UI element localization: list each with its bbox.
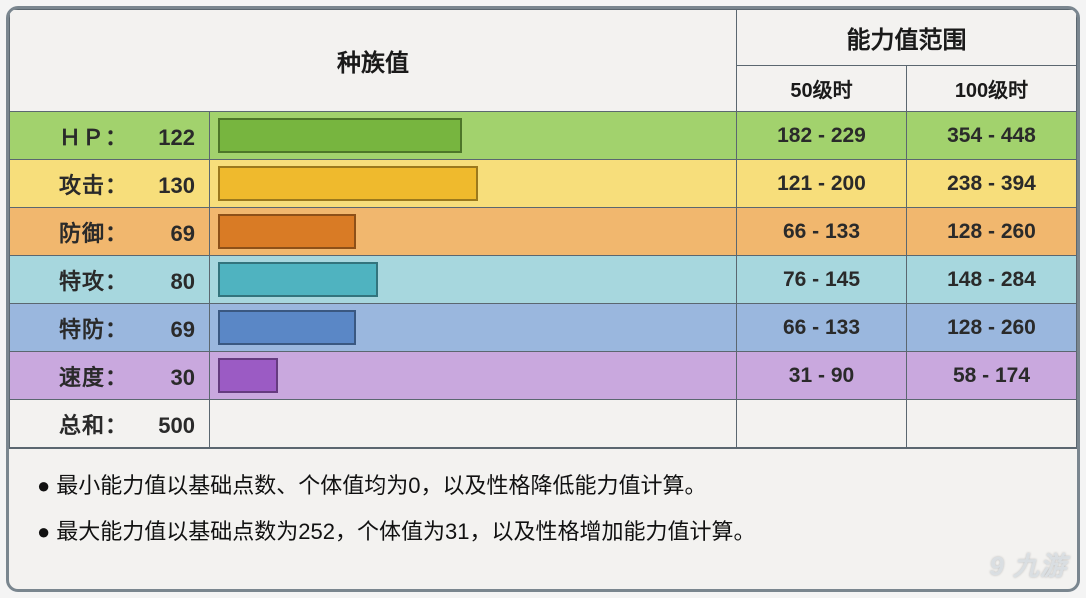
total-label: 总和： (59, 408, 137, 440)
range-100-cell: 238 - 394 (907, 160, 1077, 208)
range-50-cell: 66 - 133 (737, 304, 907, 352)
range-100-cell: 58 - 174 (907, 352, 1077, 400)
stat-row: 特攻：80 76 - 145148 - 284 (10, 256, 1077, 304)
range-50-cell: 76 - 145 (737, 256, 907, 304)
bar-track (218, 310, 728, 345)
notes-section: ●最小能力值以基础点数、个体值均为0，以及性格降低能力值计算。 ●最大能力值以基… (9, 448, 1077, 565)
range-50-cell: 66 - 133 (737, 208, 907, 256)
stat-row: 防御：69 66 - 133128 - 260 (10, 208, 1077, 256)
stats-panel: 种族值 能力值范围 50级时 100级时 ＨＰ：122 182 - 229354 … (6, 6, 1080, 592)
watermark: 9 九游 (989, 546, 1067, 583)
min-note-line: ●最小能力值以基础点数、个体值均为0，以及性格降低能力值计算。 (37, 463, 1057, 509)
bar-track (218, 214, 728, 249)
range-50-cell: 121 - 200 (737, 160, 907, 208)
stat-bar-cell (210, 208, 737, 256)
bar-track (218, 118, 728, 153)
total-value: 500 (137, 413, 205, 439)
bullet-icon: ● (37, 519, 56, 544)
bar-fill (218, 310, 356, 345)
stat-label: 防御： (59, 216, 137, 248)
stat-bar-cell (210, 160, 737, 208)
bar-fill (218, 262, 378, 297)
stat-label: ＨＰ： (59, 120, 137, 152)
total-range100 (907, 400, 1077, 448)
stat-bar-cell (210, 256, 737, 304)
range-100-cell: 354 - 448 (907, 112, 1077, 160)
range-50-cell: 182 - 229 (737, 112, 907, 160)
range-100-cell: 128 - 260 (907, 208, 1077, 256)
stat-label-cell: 特攻：80 (10, 256, 210, 304)
range-title: 能力值范围 (737, 10, 1077, 66)
max-note-line: ●最大能力值以基础点数为252，个体值为31，以及性格增加能力值计算。 (37, 509, 1057, 555)
total-label-cell: 总和：500 (10, 400, 210, 448)
stat-value: 122 (137, 125, 205, 151)
total-row: 总和：500 (10, 400, 1077, 448)
stat-label: 速度： (59, 360, 137, 392)
bar-fill (218, 166, 478, 201)
stat-bar-cell (210, 352, 737, 400)
stat-label: 特防： (59, 312, 137, 344)
stat-row: 攻击：130 121 - 200238 - 394 (10, 160, 1077, 208)
stat-label-cell: ＨＰ：122 (10, 112, 210, 160)
range-100-cell: 148 - 284 (907, 256, 1077, 304)
max-note-text: 最大能力值以基础点数为252，个体值为31，以及性格增加能力值计算。 (56, 519, 755, 544)
range-100-cell: 128 - 260 (907, 304, 1077, 352)
stat-bar-cell (210, 112, 737, 160)
bar-track (218, 166, 728, 201)
stat-row: ＨＰ：122 182 - 229354 - 448 (10, 112, 1077, 160)
header-row: 种族值 能力值范围 (10, 10, 1077, 66)
stat-label-cell: 速度：30 (10, 352, 210, 400)
min-note-text: 最小能力值以基础点数、个体值均为0，以及性格降低能力值计算。 (56, 473, 706, 498)
bar-track (218, 358, 728, 393)
total-range50 (737, 400, 907, 448)
bar-fill (218, 118, 462, 153)
stat-value: 69 (137, 221, 205, 247)
stat-row: 特防：69 66 - 133128 - 260 (10, 304, 1077, 352)
level100-header: 100级时 (907, 66, 1077, 112)
stat-value: 80 (137, 269, 205, 295)
stat-bar-cell (210, 304, 737, 352)
stat-value: 130 (137, 173, 205, 199)
base-stats-title: 种族值 (10, 10, 737, 112)
bar-fill (218, 214, 356, 249)
stat-label-cell: 攻击：130 (10, 160, 210, 208)
level50-header: 50级时 (737, 66, 907, 112)
range-50-cell: 31 - 90 (737, 352, 907, 400)
stat-label: 特攻： (59, 264, 137, 296)
bar-track (218, 262, 728, 297)
stat-label: 攻击： (59, 168, 137, 200)
bullet-icon: ● (37, 473, 56, 498)
bar-fill (218, 358, 278, 393)
stats-table: 种族值 能力值范围 50级时 100级时 ＨＰ：122 182 - 229354 … (9, 9, 1077, 448)
stat-row: 速度：30 31 - 9058 - 174 (10, 352, 1077, 400)
stat-value: 30 (137, 365, 205, 391)
stat-label-cell: 特防：69 (10, 304, 210, 352)
stat-label-cell: 防御：69 (10, 208, 210, 256)
total-bar-cell (210, 400, 737, 448)
stat-value: 69 (137, 317, 205, 343)
